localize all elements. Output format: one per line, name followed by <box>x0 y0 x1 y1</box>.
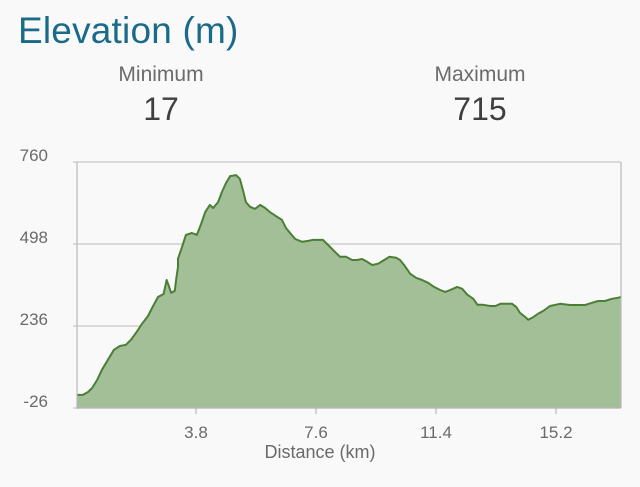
maximum-value: 715 <box>453 91 507 127</box>
x-tick-label: 7.6 <box>304 423 328 442</box>
y-tick-label: 236 <box>19 310 48 329</box>
elevation-area <box>76 175 621 408</box>
x-axis-title: Distance (km) <box>264 442 376 462</box>
minimum-stat: Minimum 17 <box>81 64 241 125</box>
y-tick-label: 760 <box>19 146 48 165</box>
page-title: Elevation (m) <box>18 10 239 51</box>
elevation-line <box>76 174 622 396</box>
maximum-stat: Maximum 715 <box>400 64 560 125</box>
minimum-label: Minimum <box>118 63 204 86</box>
x-tick-label: 15.2 <box>539 423 573 442</box>
x-tick-label: 11.4 <box>420 423 452 442</box>
y-tick-label: 498 <box>19 228 48 247</box>
y-tick-label: -26 <box>23 392 48 411</box>
chart-axes <box>76 162 622 414</box>
maximum-label: Maximum <box>434 63 526 86</box>
x-tick-label: 3.8 <box>184 423 208 442</box>
minimum-value: 17 <box>143 91 179 127</box>
